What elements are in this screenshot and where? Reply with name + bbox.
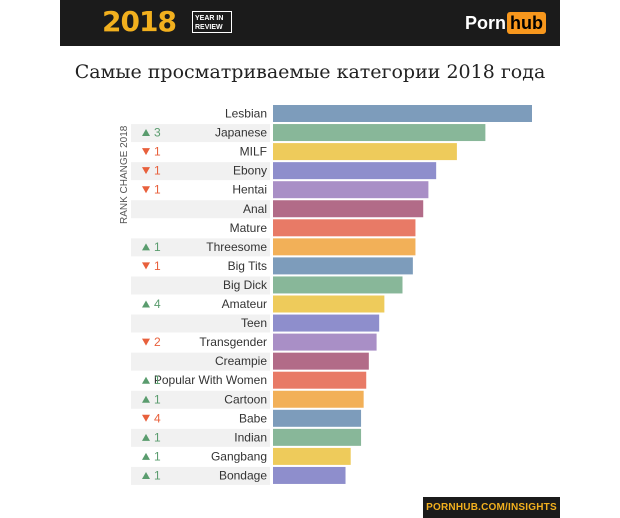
row-shade <box>131 124 270 143</box>
year-label: 2018 <box>102 5 177 38</box>
category-label: MILF <box>240 145 267 159</box>
row-shade <box>131 390 270 409</box>
category-label: Gangbang <box>211 449 267 463</box>
bar-indian <box>273 428 362 446</box>
bar-ebony <box>273 162 437 180</box>
rank-up-icon <box>142 243 150 251</box>
category-label: Big Tits <box>228 259 267 273</box>
row-shade <box>131 466 270 485</box>
category-label: Anal <box>243 202 267 216</box>
category-label: Hentai <box>232 183 267 197</box>
rank-change-value: 2 <box>154 335 161 349</box>
year-in-review-line1: YEAR IN <box>195 15 224 22</box>
bar-big-tits <box>273 257 413 275</box>
rank-change-value: 1 <box>154 145 161 159</box>
category-label: Big Dick <box>223 278 268 292</box>
rank-up-icon <box>142 471 150 479</box>
brand-logo: Porn hub <box>465 11 546 35</box>
brand-logo-left: Porn <box>464 13 506 33</box>
brand-logo-right: hub <box>507 12 546 34</box>
rank-change-value: 1 <box>154 259 161 273</box>
bar-hentai <box>273 181 429 199</box>
row-shade <box>131 238 270 257</box>
category-label: Transgender <box>199 335 267 349</box>
row-shade <box>131 428 270 447</box>
row-shade <box>131 276 270 295</box>
bar-cartoon <box>273 390 364 408</box>
rank-change-value: 1 <box>154 449 161 463</box>
insights-link[interactable]: PORNHUB.COM/INSIGHTS <box>423 497 560 518</box>
row-shade <box>131 314 270 333</box>
rank-up-icon <box>142 129 150 137</box>
rank-down-icon <box>142 186 150 194</box>
bar-mature <box>273 219 416 237</box>
rank-up-icon <box>142 300 150 308</box>
bar-transgender <box>273 333 377 351</box>
chart-title: Самые просматриваемые категории 2018 год… <box>74 61 546 83</box>
rank-change-value: 1 <box>154 468 161 482</box>
bar-teen <box>273 314 380 332</box>
rank-down-icon <box>142 148 150 156</box>
bar-popular-with-women <box>273 371 367 389</box>
row-shade <box>131 352 270 371</box>
year-in-review-header: 2018 YEAR IN REVIEW Porn hub <box>60 0 560 46</box>
bar-japanese <box>273 124 486 142</box>
rank-change-value: 1 <box>154 392 161 406</box>
category-label: Lesbian <box>225 107 267 121</box>
bar-amateur <box>273 295 385 313</box>
category-label: Amateur <box>222 297 267 311</box>
rank-change-value: 4 <box>154 411 161 425</box>
rank-up-icon <box>142 376 150 384</box>
rank-up-icon <box>142 395 150 403</box>
rank-change-value: 4 <box>154 297 161 311</box>
category-label: Mature <box>230 221 268 235</box>
rank-up-icon <box>142 433 150 441</box>
rank-change-value: 3 <box>154 126 161 140</box>
bar-gangbang <box>273 447 351 465</box>
bar-babe <box>273 409 362 427</box>
year-in-review-badge: YEAR IN REVIEW <box>192 11 232 33</box>
year-in-review-line2: REVIEW <box>195 24 223 31</box>
rank-down-icon <box>142 414 150 422</box>
category-label: Indian <box>234 430 267 444</box>
category-label: Popular With Women <box>154 373 267 387</box>
bar-lesbian <box>273 105 532 122</box>
row-shade <box>131 200 270 219</box>
bar-threesome <box>273 238 416 256</box>
rank-change-value: 1 <box>154 164 161 178</box>
category-label: Ebony <box>233 164 267 178</box>
rank-change-value: 1 <box>154 373 161 387</box>
rank-down-icon <box>142 167 150 175</box>
category-label: Bondage <box>219 468 267 482</box>
bar-anal <box>273 200 424 218</box>
row-shade <box>131 162 270 181</box>
category-label: Japanese <box>215 126 267 140</box>
bar-bondage <box>273 466 346 484</box>
category-label: Creampie <box>215 354 267 368</box>
category-label: Cartoon <box>224 392 267 406</box>
rank-change-value: 1 <box>154 240 161 254</box>
rank-change-axis-label: RANK CHANGE 2018 <box>119 125 130 224</box>
bar-big-dick <box>273 276 403 294</box>
bar-creampie <box>273 352 369 370</box>
rank-change-value: 1 <box>154 430 161 444</box>
category-label: Threesome <box>206 240 267 254</box>
rank-down-icon <box>142 338 150 346</box>
bars-layer: Lesbian Japanese 3 MILF 1 Ebony 1 Hentai 1 Anal Ma… <box>131 105 532 485</box>
rank-up-icon <box>142 452 150 460</box>
rank-down-icon <box>142 262 150 270</box>
category-label: Teen <box>241 316 267 330</box>
rank-change-value: 1 <box>154 183 161 197</box>
bar-milf <box>273 143 457 161</box>
category-label: Babe <box>239 411 267 425</box>
